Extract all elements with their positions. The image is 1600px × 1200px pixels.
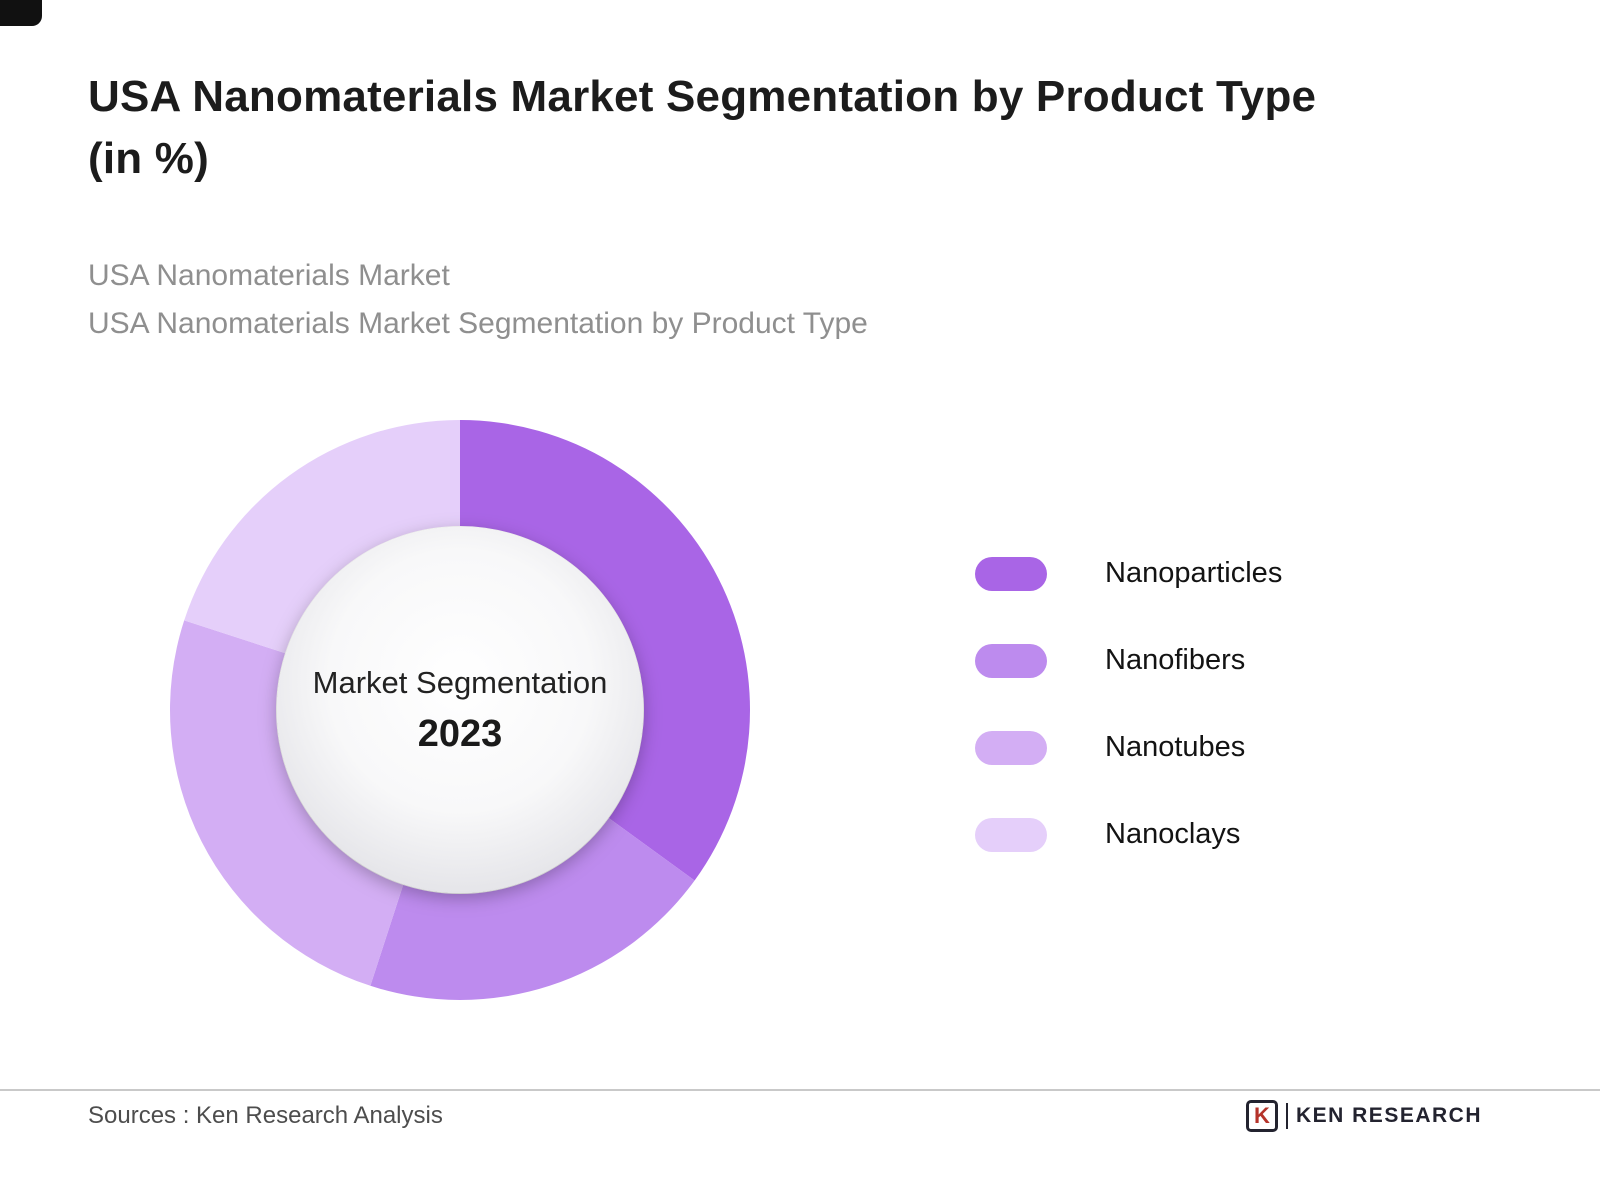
footer-divider xyxy=(0,1089,1600,1091)
legend-label-nanoclays: Nanoclays xyxy=(1105,818,1241,850)
legend-swatch-nanotubes xyxy=(975,730,1047,765)
legend-swatch-nanoclays xyxy=(975,817,1047,852)
donut-segment-nanofibers xyxy=(370,818,695,1000)
brand-logo: K KEN RESEARCH xyxy=(1245,1100,1482,1132)
corner-artifact xyxy=(0,0,42,26)
subtitle-line1: USA Nanomaterials Market xyxy=(88,259,450,292)
legend-item-nanoclays: Nanoclays xyxy=(975,817,1282,852)
legend-label-nanofibers: Nanofibers xyxy=(1105,644,1246,676)
legend-item-nanotubes: Nanotubes xyxy=(975,730,1282,765)
donut-chart: Market Segmentation 2023 xyxy=(168,418,752,1002)
page-title-line2: (in %) xyxy=(88,134,209,184)
brand-logo-text: KEN RESEARCH xyxy=(1295,1104,1482,1127)
legend-item-nanofibers: Nanofibers xyxy=(975,643,1282,678)
donut-segment-nanoparticles xyxy=(460,420,751,881)
donut-segments xyxy=(170,420,751,1000)
subtitle: USA Nanomaterials Market USA Nanomateria… xyxy=(88,252,868,348)
donut-segment-nanoclays xyxy=(184,420,460,654)
legend-label-nanoparticles: Nanoparticles xyxy=(1105,557,1283,589)
page-title: USA Nanomaterials Market Segmentation by… xyxy=(88,66,1528,191)
legend-swatch-nanofibers xyxy=(975,643,1047,678)
donut-segment-nanotubes xyxy=(170,620,404,986)
subtitle-line2: USA Nanomaterials Market Segmentation by… xyxy=(88,307,868,340)
source-text: Sources : Ken Research Analysis xyxy=(88,1102,443,1129)
legend-swatch-nanoparticles xyxy=(975,556,1047,591)
legend-label-nanotubes: Nanotubes xyxy=(1105,731,1246,763)
brand-logo-separator xyxy=(1285,1103,1288,1129)
chart-legend: Nanoparticles Nanofibers Nanotubes Nanoc… xyxy=(975,556,1282,852)
donut-chart-svg xyxy=(170,420,751,1000)
donut-center-circle xyxy=(277,527,643,893)
page-title-line1: USA Nanomaterials Market Segmentation by… xyxy=(88,72,1317,121)
brand-logo-icon: K xyxy=(1245,1100,1278,1132)
legend-item-nanoparticles: Nanoparticles xyxy=(975,556,1282,591)
